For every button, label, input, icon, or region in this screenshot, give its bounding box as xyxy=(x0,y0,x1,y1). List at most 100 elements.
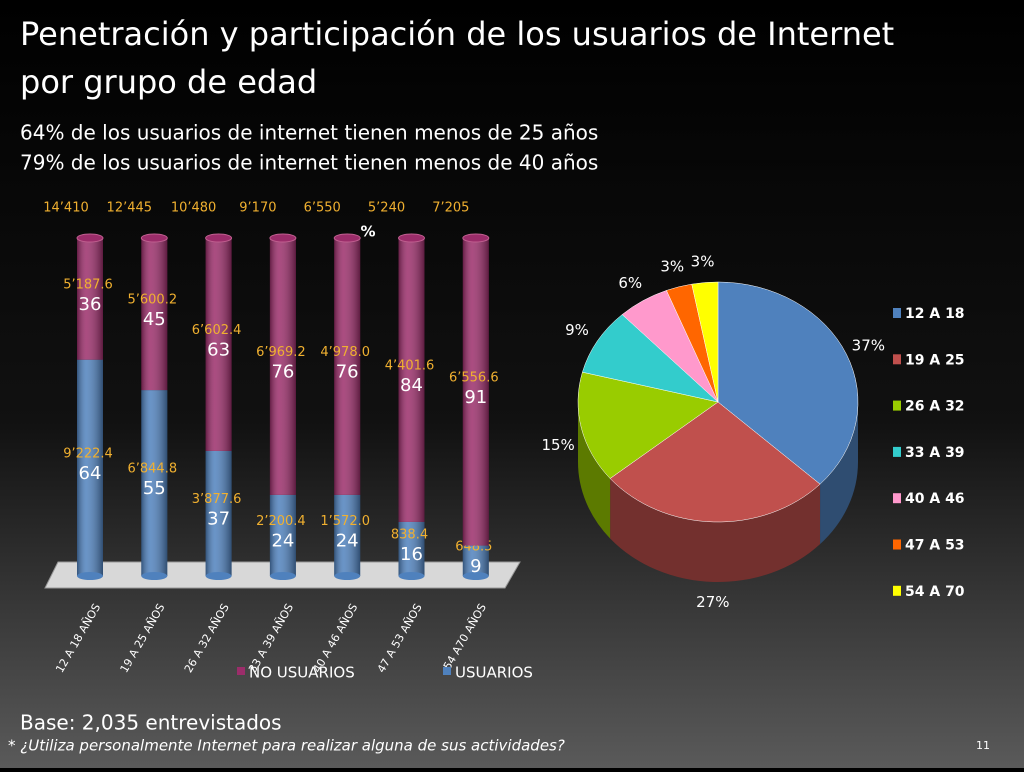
count-label: 6’602.4 xyxy=(192,323,242,338)
legend-swatch xyxy=(893,308,901,318)
pie-side xyxy=(610,478,821,582)
pie-side xyxy=(578,402,611,539)
bar-base xyxy=(141,572,168,580)
bar-shade xyxy=(205,450,232,576)
bar-shade xyxy=(334,238,361,495)
pie-label: 3% xyxy=(691,253,715,271)
legend-label: 33 A 39 xyxy=(905,445,965,461)
bar-shade xyxy=(398,521,425,576)
legend-swatch xyxy=(893,354,901,365)
value-label: 9 xyxy=(470,556,481,577)
pie-label: 15% xyxy=(541,436,574,454)
pie-slice xyxy=(609,401,821,523)
value-label: 45 xyxy=(143,309,166,330)
total-label: 5’240 xyxy=(368,201,405,216)
value-label: 55 xyxy=(143,478,166,499)
bar-base xyxy=(77,572,103,580)
legend-label: NO USUARIOS xyxy=(249,664,355,682)
legend-label: 12 A 18 xyxy=(905,306,965,322)
value-label: 24 xyxy=(271,530,294,551)
legend-swatch xyxy=(893,493,901,504)
bar-top xyxy=(205,233,233,243)
bar-shade xyxy=(462,545,489,576)
bar-top xyxy=(76,233,104,243)
base-note: Base: 2,035 entrevistados xyxy=(20,711,282,735)
legend-label: USUARIOS xyxy=(455,664,533,682)
pie-label: 9% xyxy=(565,321,589,339)
value-label: 16 xyxy=(400,544,423,565)
value-label: 76 xyxy=(336,361,359,382)
legend-label: 54 A 70 xyxy=(905,584,965,600)
bar-shade xyxy=(77,359,103,576)
pie-label: 27% xyxy=(696,593,729,611)
total-label: 12’445 xyxy=(107,201,153,216)
count-label: 838.4 xyxy=(391,527,428,542)
legend-label: 40 A 46 xyxy=(905,491,965,507)
bar-shade xyxy=(77,238,103,360)
value-label: 91 xyxy=(464,387,487,408)
count-label: 9’222.4 xyxy=(63,446,113,461)
legend-label: 47 A 53 xyxy=(905,538,965,554)
bar-base xyxy=(205,572,232,580)
bar-top xyxy=(333,233,361,243)
bar-top xyxy=(269,233,297,243)
count-label: 5’600.2 xyxy=(127,293,177,308)
pie-slice xyxy=(582,314,719,403)
count-label: 6’969.2 xyxy=(256,345,306,360)
bar-shade xyxy=(398,238,425,522)
pie-side xyxy=(820,402,858,545)
bar-top xyxy=(140,233,168,243)
legend-swatch xyxy=(237,667,245,675)
total-label: 10’480 xyxy=(171,201,217,216)
bar-top xyxy=(462,233,490,243)
legend-label: 19 A 25 xyxy=(905,352,965,368)
legend-swatch xyxy=(893,446,901,457)
legend-swatch xyxy=(443,667,451,675)
total-label: 9’170 xyxy=(239,201,276,216)
bar-base xyxy=(462,572,489,580)
count-label: 1’572.0 xyxy=(320,514,370,529)
subtitle: 79% de los usuarios de internet tienen m… xyxy=(20,151,598,175)
count-label: 5’187.6 xyxy=(63,277,113,292)
value-label: 64 xyxy=(79,463,102,484)
count-label: 6’556.6 xyxy=(449,370,499,385)
legend-label: 26 A 32 xyxy=(905,399,965,415)
unit-label: % xyxy=(360,223,375,241)
bar-shade xyxy=(141,238,168,391)
total-label: 7’205 xyxy=(432,201,469,216)
footnote: * ¿Utiliza personalmente Internet para r… xyxy=(8,737,565,755)
value-label: 63 xyxy=(207,339,230,360)
legend-swatch xyxy=(893,539,901,550)
value-label: 36 xyxy=(79,294,102,315)
pie-label: 6% xyxy=(618,274,642,292)
pie-label: 3% xyxy=(660,258,684,276)
bar-base xyxy=(334,572,361,580)
count-label: 6’844.8 xyxy=(127,462,177,477)
count-label: 4’401.6 xyxy=(385,358,435,373)
bar-shade xyxy=(141,390,168,576)
legend-swatch xyxy=(893,400,901,411)
title: Penetración y participación de los usuar… xyxy=(20,15,894,53)
bar-shade xyxy=(334,494,361,576)
total-label: 6’550 xyxy=(304,201,341,216)
pie-label: 37% xyxy=(852,337,885,355)
value-label: 24 xyxy=(336,530,359,551)
value-label: 84 xyxy=(400,375,423,396)
bar-base xyxy=(398,572,425,580)
total-label: 14’410 xyxy=(43,201,89,216)
bar-shade xyxy=(269,238,296,495)
count-label: 3’877.6 xyxy=(192,492,242,507)
legend-swatch xyxy=(893,585,901,596)
value-label: 76 xyxy=(271,361,294,382)
bar-base xyxy=(269,572,296,580)
value-label: 37 xyxy=(207,508,230,529)
pie-slice xyxy=(691,281,719,403)
bar-top xyxy=(398,233,425,243)
pie-slice xyxy=(577,371,719,479)
bar-shade xyxy=(462,238,489,546)
subtitle: 64% de los usuarios de internet tienen m… xyxy=(20,121,598,145)
bar-shade xyxy=(205,238,232,451)
count-label: 2’200.4 xyxy=(256,514,306,529)
title: por grupo de edad xyxy=(20,63,317,101)
